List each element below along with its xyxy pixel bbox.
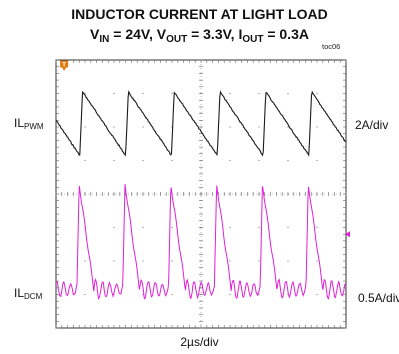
grid-dot <box>316 226 318 229</box>
grid-dot <box>229 260 231 262</box>
trace-il-dcm <box>55 183 346 300</box>
grid-dot <box>171 226 173 229</box>
trigger-marker-label: T <box>62 63 66 69</box>
grid-dot <box>142 260 144 262</box>
iout-subscript: OUT <box>242 34 264 45</box>
iout-symbol: I <box>238 26 243 42</box>
trigger-marker-icon <box>60 60 69 68</box>
grid-dot <box>84 159 86 162</box>
grid-dot <box>142 126 144 128</box>
grid-dot <box>316 92 318 95</box>
grid-dot <box>171 260 173 262</box>
grid-dot <box>287 226 289 229</box>
grid-dot <box>142 226 144 229</box>
traces <box>55 90 346 300</box>
grid-dot <box>229 92 231 95</box>
grid-dot <box>316 260 318 262</box>
grid-dot <box>316 293 318 296</box>
grid-dot <box>229 293 231 296</box>
vout-subscript: OUT <box>166 34 188 45</box>
trigger-level-arrow-icon <box>345 231 350 238</box>
vout-value: = 3.3V, <box>187 26 239 42</box>
ch2-label-subscript: DCM <box>24 292 43 301</box>
grid <box>55 59 347 329</box>
grid-dot <box>258 126 260 128</box>
ch2-scale: 0.5A/div <box>358 291 399 305</box>
grid-dot <box>84 92 86 95</box>
ch1-label: ILPWM <box>14 116 44 131</box>
grid-dot <box>258 159 260 162</box>
grid-dot <box>84 260 86 262</box>
figure-tag: toc06 <box>322 42 341 51</box>
grid-dot <box>171 92 173 95</box>
grid-dot <box>229 226 231 229</box>
markers: T <box>60 60 350 238</box>
grid-dot <box>229 159 231 162</box>
vout-symbol: V <box>156 26 167 42</box>
grid-dot <box>113 126 115 128</box>
grid-dot <box>287 159 289 162</box>
chart-subtitle: VIN = 24V, VOUT = 3.3V, IOUT = 0.3A <box>0 26 399 45</box>
trigger-marker-arrow-icon <box>62 67 67 71</box>
ch2-label: ILDCM <box>14 286 42 301</box>
grid-dot <box>113 260 115 262</box>
grid-dot <box>113 226 115 229</box>
vin-subscript: IN <box>99 34 110 45</box>
grid-dot <box>229 126 231 128</box>
grid-dot <box>142 92 144 95</box>
grid-dot <box>171 159 173 162</box>
grid-dot <box>287 126 289 128</box>
grid-dot <box>142 159 144 162</box>
grid-dot <box>113 159 115 162</box>
vin-value: = 24V, <box>109 26 157 42</box>
grid-dot <box>316 159 318 162</box>
grid-dot <box>287 92 289 95</box>
grid-dot <box>258 92 260 95</box>
grid-dot <box>113 92 115 95</box>
ch1-scale: 2A/div <box>355 118 389 132</box>
iout-value: = 0.3A <box>263 26 309 42</box>
ch2-label-symbol: IL <box>14 286 25 300</box>
grid-dot <box>258 293 260 296</box>
grid-dot <box>258 226 260 229</box>
grid-dot <box>171 293 173 296</box>
ch1-label-subscript: PWM <box>24 122 44 131</box>
ch1-label-symbol: IL <box>14 116 25 130</box>
grid-dot <box>84 293 86 296</box>
vin-symbol: V <box>90 26 100 42</box>
grid-dot <box>316 126 318 128</box>
grid-dot <box>84 126 86 128</box>
x-axis-label: 2µs/div <box>180 335 219 349</box>
grid-dot <box>287 260 289 262</box>
chart-title: INDUCTOR CURRENT AT LIGHT LOAD <box>71 6 328 22</box>
grid-dot <box>142 293 144 296</box>
trace-il-pwm <box>55 90 346 157</box>
grid-dot <box>258 260 260 262</box>
